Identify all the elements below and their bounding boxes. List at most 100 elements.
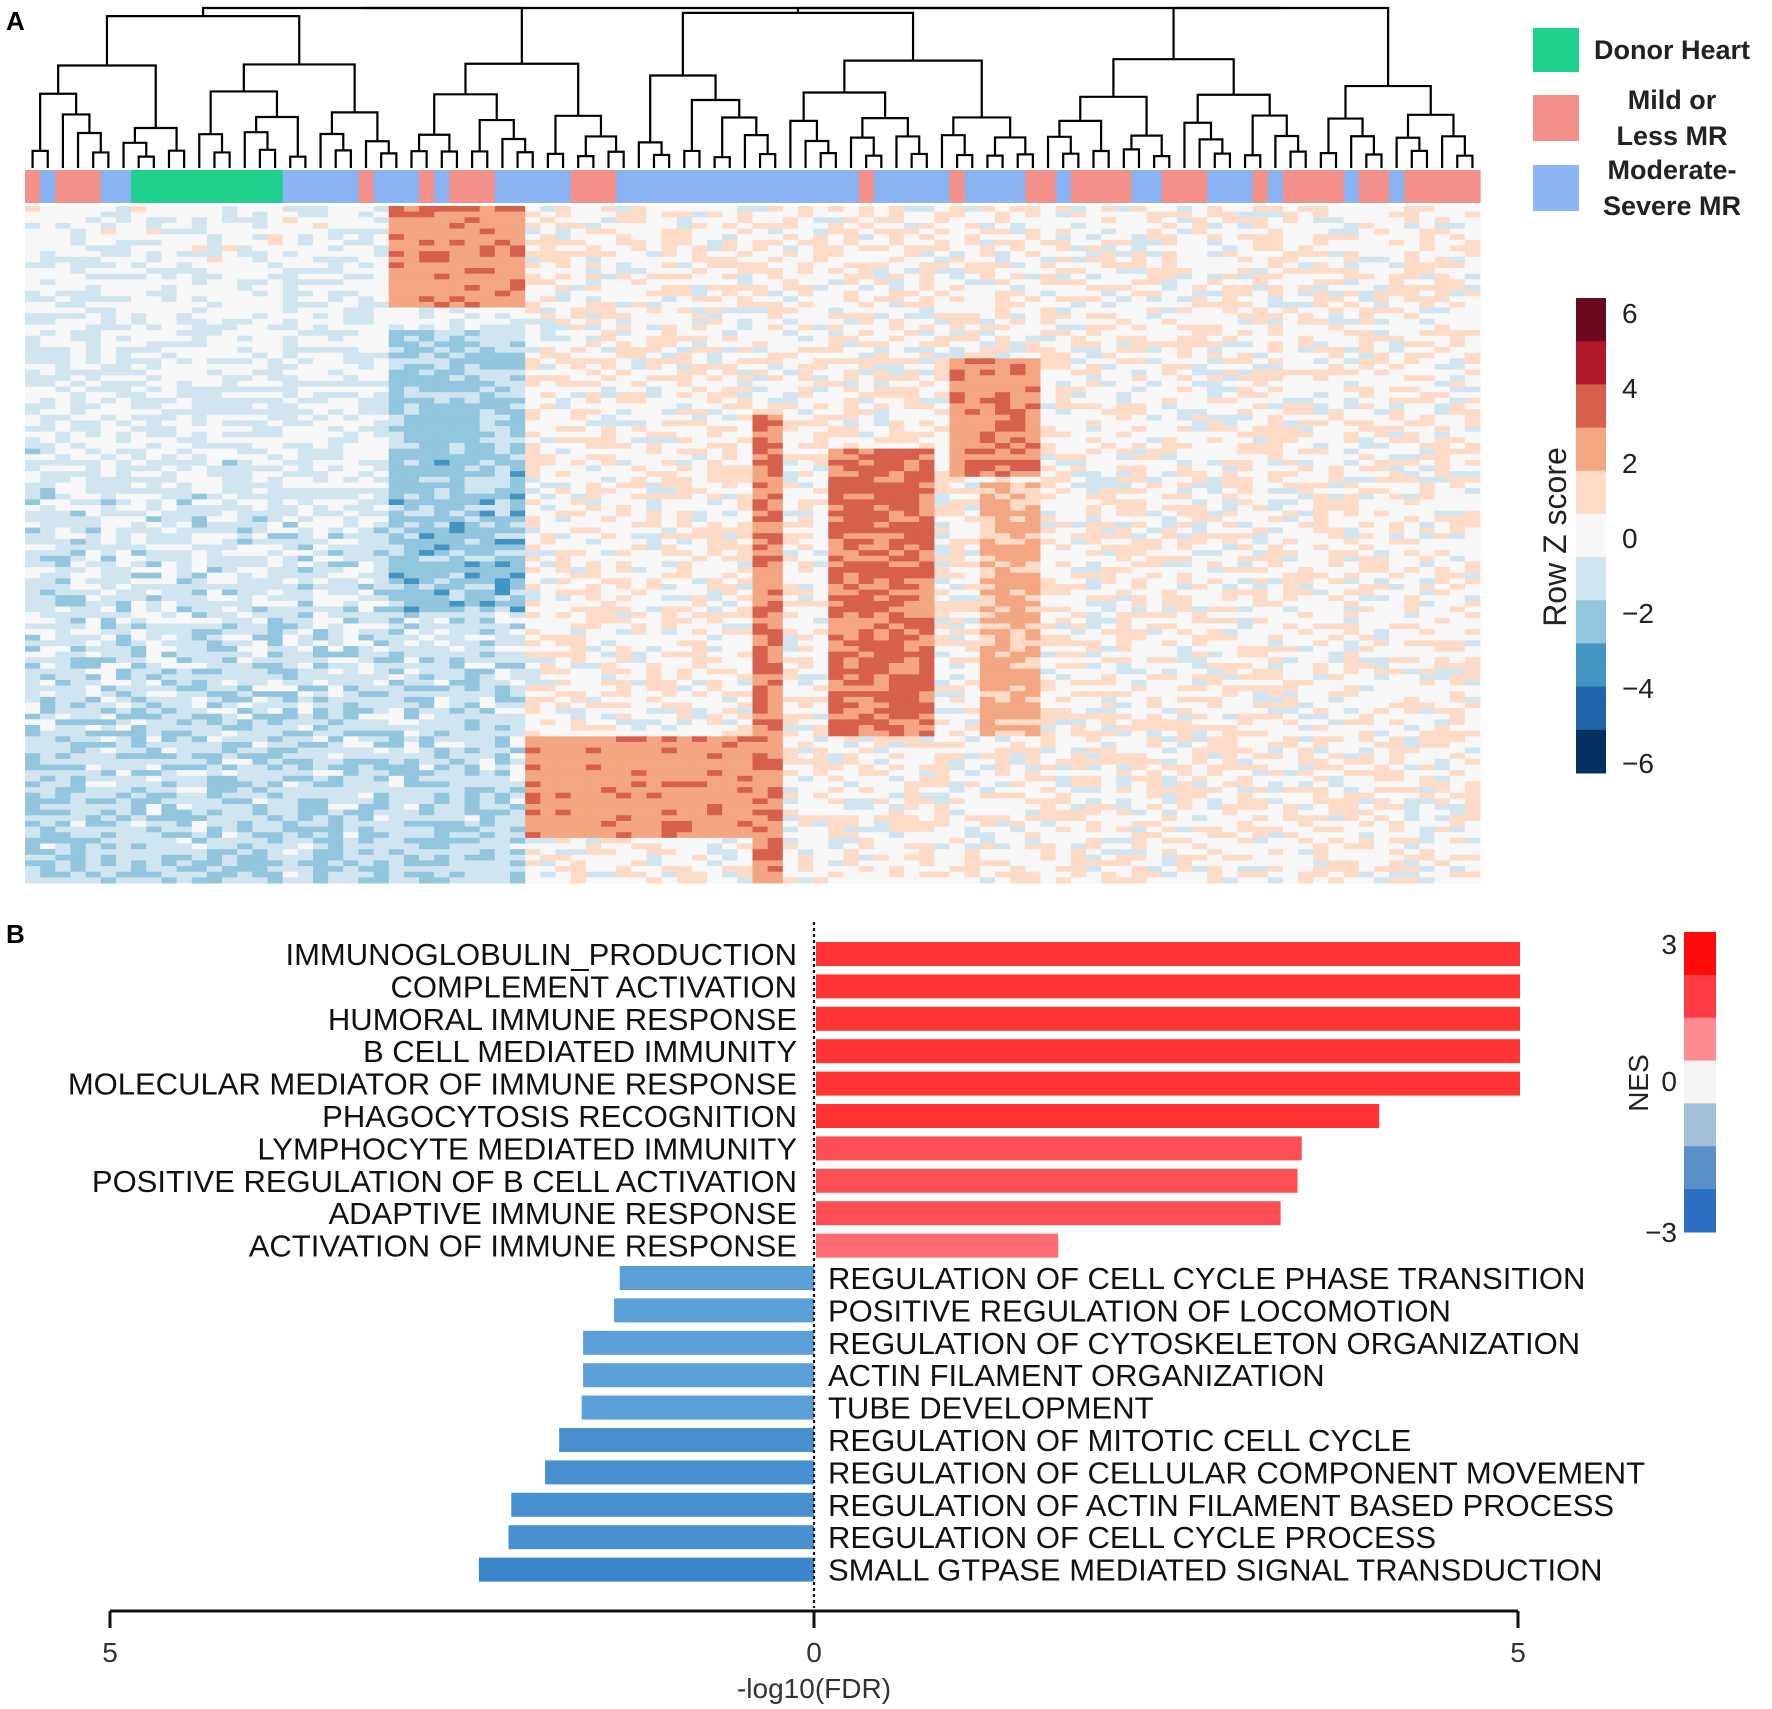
heatmap-cell — [1237, 279, 1254, 286]
dendrogram-branch — [804, 139, 830, 168]
heatmap-cell — [297, 234, 314, 241]
heatmap-cell — [343, 459, 359, 467]
heatmap-cell — [888, 442, 905, 450]
heatmap-cell — [434, 347, 450, 354]
heatmap-cell — [1449, 414, 1466, 421]
heatmap-cell — [691, 324, 708, 331]
heatmap-cell — [585, 290, 602, 297]
heatmap-cell — [1282, 352, 1299, 359]
heatmap-cell — [1131, 392, 1148, 399]
heatmap-cell — [722, 369, 738, 376]
heatmap-cell — [161, 386, 178, 393]
heatmap-cell — [1434, 301, 1451, 309]
heatmap-cell — [312, 431, 329, 438]
heatmap-cell — [449, 206, 466, 213]
heatmap-cell — [237, 279, 253, 286]
heatmap-cell — [70, 386, 87, 393]
heatmap-cell — [1161, 251, 1178, 258]
heatmap-cell — [1146, 313, 1163, 320]
heatmap-cell — [1116, 268, 1132, 275]
heatmap-cell — [1040, 403, 1057, 410]
heatmap-cell — [797, 414, 814, 421]
heatmap-cell — [1025, 206, 1041, 213]
heatmap-cell — [267, 426, 284, 433]
heatmap-cell — [312, 347, 329, 354]
heatmap-cell — [1404, 211, 1420, 218]
heatmap-cell — [964, 397, 981, 404]
heatmap-cell — [873, 296, 890, 303]
heatmap-cell — [1207, 256, 1223, 263]
heatmap-cell — [131, 482, 147, 489]
heatmap-cell — [1389, 363, 1405, 371]
heatmap-cell — [510, 290, 526, 297]
heatmap-cell — [1404, 358, 1420, 365]
heatmap-cell — [297, 335, 314, 342]
heatmap-cell — [1267, 397, 1284, 404]
heatmap-cell — [631, 442, 647, 450]
heatmap-cell — [1010, 245, 1026, 252]
heatmap-cell — [691, 307, 708, 314]
heatmap-cell — [191, 476, 208, 483]
heatmap-cell — [100, 431, 117, 438]
heatmap-cell — [494, 437, 511, 444]
heatmap-cell — [949, 403, 966, 410]
heatmap-cell — [1298, 431, 1314, 438]
heatmap-cell — [146, 222, 162, 230]
dendrogram-branch — [209, 90, 279, 135]
heatmap-cell — [328, 318, 344, 325]
heatmap-cell — [1419, 476, 1436, 483]
heatmap-cell — [252, 273, 268, 280]
heatmap-cell — [237, 341, 253, 348]
heatmap-cell — [934, 465, 951, 472]
heatmap-cell — [1267, 228, 1284, 235]
heatmap-cell — [1176, 211, 1193, 218]
heatmap-cell — [1116, 409, 1132, 416]
heatmap-cell — [115, 222, 132, 230]
heatmap-cell — [873, 386, 890, 393]
heatmap-cell — [464, 262, 481, 269]
heatmap-cell — [1419, 437, 1436, 444]
heatmap-cell — [328, 284, 344, 292]
heatmap-cell — [1010, 228, 1026, 235]
heatmap-cell — [161, 273, 178, 280]
heatmap-cell — [282, 245, 299, 252]
heatmap-cell — [206, 482, 223, 489]
heatmap-cell — [100, 409, 117, 416]
heatmap-cell — [691, 284, 708, 292]
heatmap-cell — [1207, 347, 1223, 354]
heatmap-cell — [1252, 459, 1269, 467]
heatmap-cell — [358, 409, 375, 416]
heatmap-cell — [949, 318, 966, 325]
heatmap-cell — [722, 251, 738, 258]
heatmap-cell — [1389, 273, 1405, 280]
heatmap-cell — [176, 369, 193, 376]
heatmap-cell — [373, 234, 390, 241]
heatmap-cell — [267, 358, 284, 365]
heatmap-cell — [979, 392, 996, 399]
heatmap-cell — [1358, 234, 1375, 241]
heatmap-cell — [1298, 352, 1314, 359]
heatmap-cell — [616, 426, 632, 433]
heatmap-cell — [1101, 397, 1117, 404]
heatmap-cell — [646, 268, 663, 275]
heatmap-cell — [752, 459, 769, 467]
heatmap-cell — [176, 426, 193, 433]
heatmap-cell — [222, 245, 238, 252]
heatmap-cell — [737, 437, 753, 444]
heatmap-cell — [722, 397, 738, 404]
heatmap-cell — [434, 420, 450, 427]
heatmap-cell — [1101, 442, 1117, 450]
dendrogram-branch — [417, 133, 451, 152]
heatmap-cell — [343, 392, 359, 399]
heatmap-cell — [191, 284, 208, 292]
heatmap-cell — [1373, 352, 1390, 359]
heatmap-cell — [1328, 426, 1345, 433]
heatmap-cell — [1282, 341, 1299, 348]
heatmap-cell — [222, 482, 238, 489]
heatmap-cell — [813, 375, 829, 382]
heatmap-cell — [373, 217, 390, 224]
heatmap-cell — [1161, 324, 1178, 331]
heatmap-cell — [1404, 228, 1420, 235]
dendrogram-branch — [649, 74, 717, 143]
heatmap-cell — [888, 392, 905, 399]
